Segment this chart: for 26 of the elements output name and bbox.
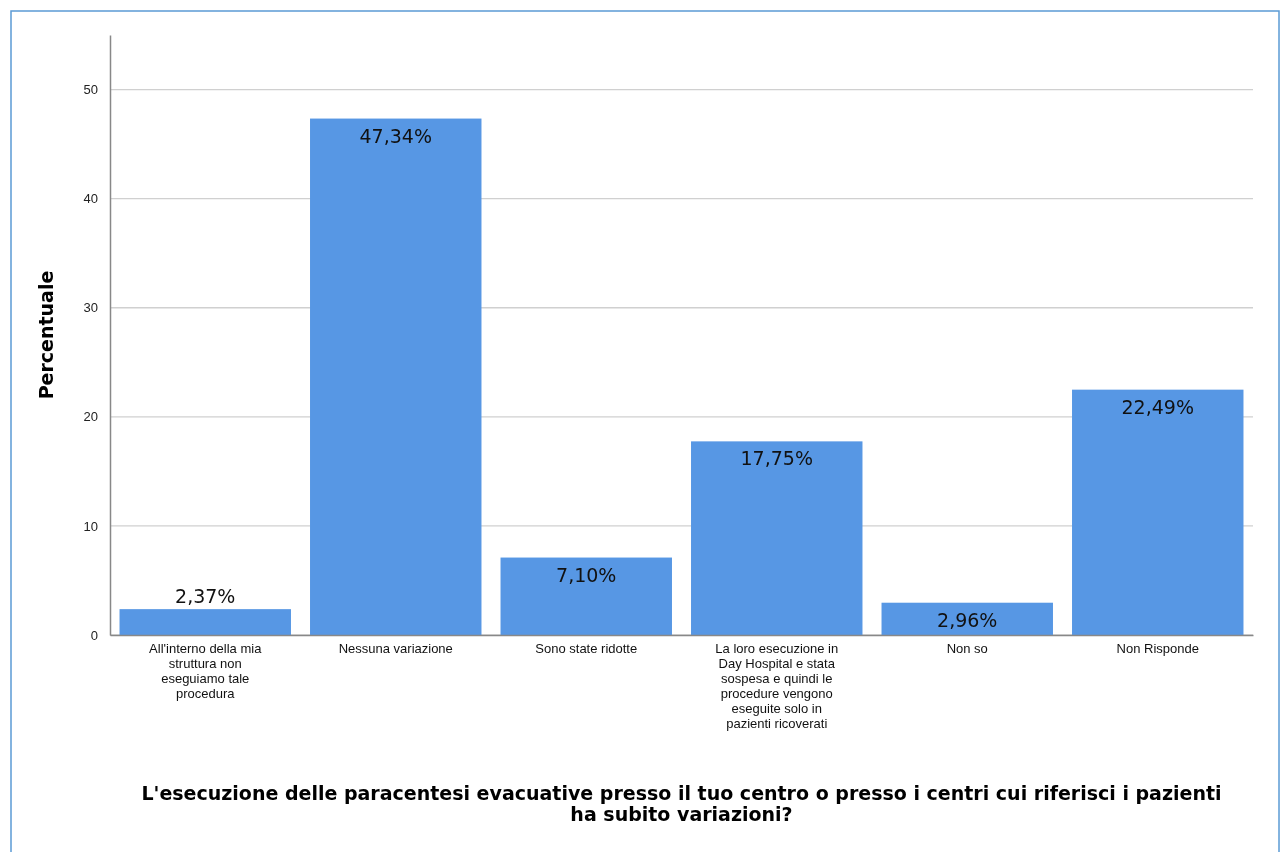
bar <box>691 441 863 635</box>
data-label: 7,10% <box>556 563 617 586</box>
x-tick-label: Nessuna variazione <box>338 641 453 656</box>
y-tick-label: 20 <box>83 409 98 425</box>
bar <box>1072 389 1244 635</box>
x-tick-label: La loro esecuzione in Day Hospital e stata sospesa e quindi le procedure vengono eseguite solo in pazienti ricoverati <box>715 641 839 731</box>
data-label: 17,75% <box>740 447 813 470</box>
x-tick-label: All'interno della mia struttura non eseguiamo tale procedura <box>149 641 263 701</box>
y-axis-title: Percentuale <box>35 270 57 400</box>
bar <box>881 602 1053 635</box>
y-tick-label: 40 <box>83 191 98 207</box>
y-tick-label: 50 <box>83 82 98 98</box>
y-tick-label: 0 <box>90 627 98 643</box>
bar <box>119 609 291 635</box>
y-tick-label: 10 <box>83 518 98 534</box>
data-label: 2,96% <box>937 608 998 631</box>
x-tick-label: Non Risponde <box>1116 641 1199 656</box>
data-label: 47,34% <box>359 124 432 147</box>
data-label: 2,37% <box>175 585 236 608</box>
x-tick-label: Sono state ridotte <box>535 641 638 656</box>
x-axis-title: L'esecuzione delle paracentesi evacuative presso il tuo centro o presso i centri cui riferisci i pazienti ha subito variazioni? <box>141 782 1222 825</box>
y-tick-label: 30 <box>83 300 98 316</box>
x-tick-label: Non so <box>946 641 988 656</box>
bar <box>500 557 672 635</box>
data-label: 22,49% <box>1121 395 1194 418</box>
bar <box>310 118 482 635</box>
